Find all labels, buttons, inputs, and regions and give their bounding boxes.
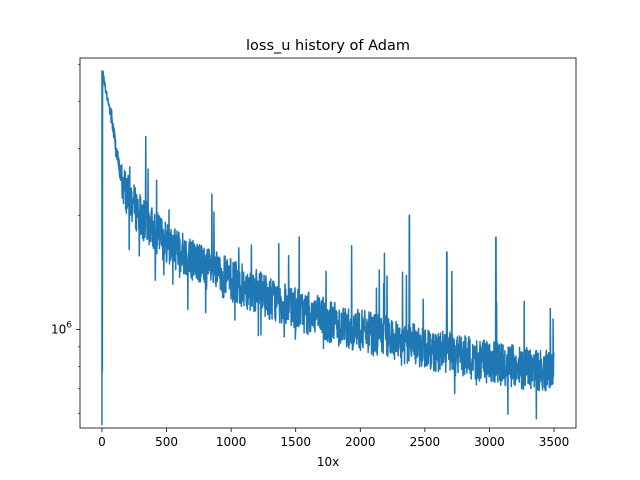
x-tick-label: 2500 <box>410 435 441 449</box>
x-tick-label: 1500 <box>280 435 311 449</box>
x-tick-label: 1000 <box>216 435 247 449</box>
plot-area <box>101 70 555 426</box>
y-tick-label: 106 <box>51 321 72 337</box>
y-axis: 106 <box>51 64 80 414</box>
x-tick-label: 2000 <box>345 435 376 449</box>
x-tick-label: 3500 <box>539 435 570 449</box>
x-axis-label: 10x <box>317 455 339 469</box>
x-axis: 0 500 1000 1500 2000 2500 3000 3500 <box>98 428 569 449</box>
x-tick-label: 500 <box>155 435 178 449</box>
series-line <box>101 70 555 426</box>
axes-frame <box>79 57 577 429</box>
x-tick-label: 3000 <box>474 435 505 449</box>
chart-title: loss_u history of Adam <box>246 38 410 54</box>
x-tick-label: 0 <box>98 435 106 449</box>
